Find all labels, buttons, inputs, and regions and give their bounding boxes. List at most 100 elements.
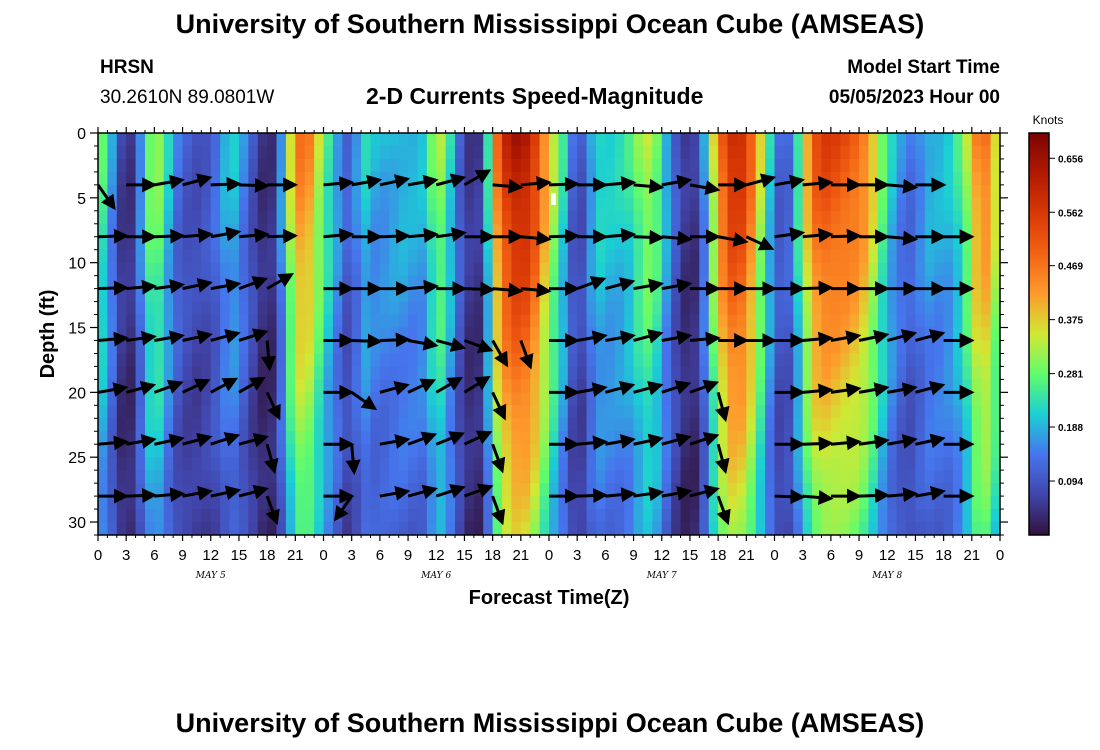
heatmap-cell — [267, 470, 278, 484]
heatmap-cell — [614, 522, 625, 535]
heatmap-cell — [163, 133, 174, 147]
heatmap-cell — [624, 249, 635, 264]
heatmap-cell — [727, 197, 738, 212]
heatmap-cell — [191, 197, 202, 212]
heatmap-cell — [896, 288, 907, 303]
heatmap-cell — [924, 210, 935, 225]
heatmap-cell — [877, 262, 888, 277]
heatmap-cell — [549, 353, 559, 368]
heatmap-cell — [671, 353, 682, 368]
heatmap-cell — [934, 145, 945, 160]
heatmap-cell — [840, 340, 851, 355]
heatmap-cell — [924, 496, 935, 510]
heatmap-cell — [342, 353, 353, 368]
heatmap-cell — [257, 457, 268, 471]
heatmap-cell — [859, 470, 870, 484]
heatmap-cell — [962, 366, 973, 380]
heatmap-cell — [887, 353, 898, 368]
heatmap-cell — [126, 353, 137, 368]
heatmap-cell — [915, 288, 926, 303]
heatmap-cell — [220, 275, 231, 290]
current-vector — [886, 329, 918, 344]
heatmap-cell — [473, 405, 484, 419]
heatmap-cell — [934, 133, 945, 147]
heatmap-cell — [624, 470, 635, 484]
heatmap-cell — [821, 145, 832, 160]
heatmap-cell — [849, 249, 860, 264]
heatmap-cell — [285, 210, 296, 225]
heatmap-cell — [830, 184, 841, 199]
heatmap-cell — [98, 444, 108, 458]
heatmap-cell — [248, 509, 259, 523]
heatmap-cell — [783, 379, 794, 393]
heatmap-cell — [229, 392, 240, 406]
heatmap-cell — [859, 145, 870, 160]
heatmap-cell — [633, 340, 644, 355]
heatmap-cell — [502, 470, 513, 484]
heatmap-cell — [915, 444, 926, 458]
heatmap-cell — [736, 288, 747, 303]
heatmap-cell — [896, 444, 907, 458]
heatmap-cell — [812, 431, 823, 445]
heatmap-cell — [191, 223, 202, 238]
heatmap-cell — [990, 470, 1000, 484]
heatmap-cell — [633, 158, 644, 173]
heatmap-cell — [267, 262, 278, 277]
heatmap-cell — [915, 496, 926, 510]
heatmap-cell — [511, 314, 522, 329]
heatmap-cell — [718, 171, 729, 186]
heatmap-cell — [680, 158, 691, 173]
heatmap-cell — [455, 405, 466, 419]
heatmap-cell — [520, 262, 531, 277]
heatmap-cell — [624, 288, 635, 303]
heatmap-cell — [915, 431, 926, 445]
heatmap-cell — [408, 366, 419, 380]
heatmap-cell — [727, 171, 738, 186]
heatmap-cell — [408, 353, 419, 368]
heatmap-cell — [520, 145, 531, 160]
heatmap-cell — [332, 236, 343, 251]
heatmap-cell — [868, 470, 879, 484]
heatmap-cell — [699, 145, 710, 160]
heatmap-cell — [727, 133, 738, 147]
heatmap-cell — [793, 262, 804, 277]
heatmap-cell — [473, 366, 484, 380]
heatmap-cell — [426, 392, 437, 406]
current-vector — [576, 330, 608, 346]
heatmap-cell — [98, 327, 108, 342]
heatmap-cell — [426, 236, 437, 251]
heatmap-cell — [426, 470, 437, 484]
heatmap-cell — [436, 366, 447, 380]
heatmap-cell — [708, 444, 719, 458]
heatmap-cell — [830, 133, 841, 147]
heatmap-cell — [793, 340, 804, 355]
heatmap-cell — [201, 145, 212, 160]
heatmap-cell — [220, 249, 231, 264]
heatmap-cell — [953, 496, 964, 510]
heatmap-cell — [830, 353, 841, 368]
heatmap-cell — [361, 145, 372, 160]
heatmap-cell — [361, 379, 372, 393]
heatmap-cell — [642, 418, 653, 432]
heatmap-cell — [915, 405, 926, 419]
heatmap-cell — [473, 353, 484, 368]
heatmap-cell — [727, 327, 738, 342]
heatmap-cell — [802, 366, 813, 380]
heatmap-cell — [502, 288, 513, 303]
heatmap-cell — [520, 340, 531, 355]
heatmap-cell — [248, 249, 259, 264]
heatmap-cell — [962, 314, 973, 329]
heatmap-cell — [314, 145, 325, 160]
current-vector — [661, 230, 693, 246]
heatmap-cell — [342, 158, 353, 173]
heatmap-cell — [746, 483, 757, 497]
heatmap-cell — [558, 379, 569, 393]
heatmap-cell — [445, 133, 456, 147]
heatmap-cell — [445, 366, 456, 380]
heatmap-cell — [765, 496, 776, 510]
heatmap-cell — [708, 249, 719, 264]
heatmap-cell — [755, 210, 766, 225]
heatmap-cell — [624, 457, 635, 471]
heatmap-cell — [887, 210, 898, 225]
heatmap-cell — [802, 483, 813, 497]
